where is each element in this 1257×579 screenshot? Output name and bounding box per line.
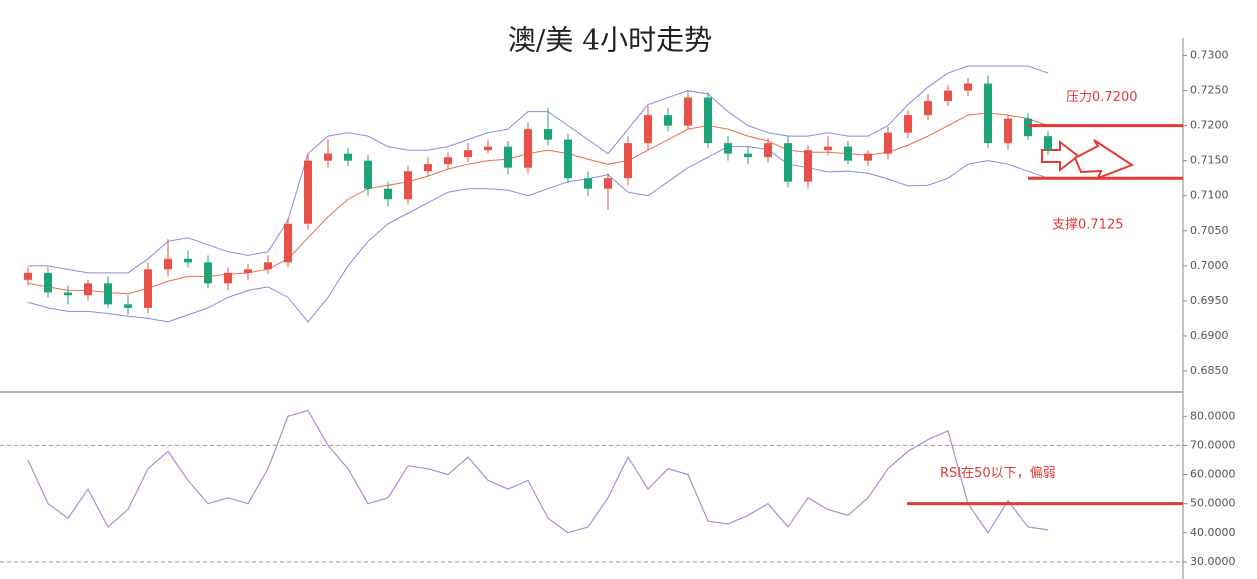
y-tick-label: 0.7000	[1190, 259, 1229, 272]
candle-body	[324, 153, 332, 161]
candle-body	[204, 262, 212, 284]
candle-body	[584, 178, 592, 189]
candle-body	[244, 269, 252, 273]
arrows	[1041, 139, 1135, 180]
candle-body	[944, 90, 952, 102]
lower-band	[27, 146, 1049, 323]
rsi-line	[27, 409, 1049, 534]
candle-body	[624, 143, 632, 179]
annotation: 压力0.7200	[1066, 90, 1138, 105]
candle-body	[544, 129, 552, 140]
candle-body	[444, 157, 452, 165]
candle-body	[924, 101, 932, 116]
candle-body	[744, 153, 752, 158]
candle-body	[304, 160, 312, 224]
y-tick-label: 0.7250	[1190, 84, 1229, 97]
candle-body	[424, 164, 432, 172]
y-tick-label: 30.0000	[1190, 555, 1236, 568]
candle-body	[804, 150, 812, 182]
candle-body	[884, 132, 892, 154]
candle-body	[784, 143, 792, 182]
y-tick-label: 0.7300	[1190, 49, 1229, 62]
candle-body	[164, 258, 172, 270]
candle-body	[864, 153, 872, 161]
y-tick-label: 0.6850	[1190, 364, 1229, 377]
candle-body	[964, 83, 972, 91]
y-tick-label: 0.7050	[1190, 224, 1229, 237]
arrow	[1041, 139, 1080, 173]
y-tick-label: 50.0000	[1190, 497, 1236, 510]
candle-body	[984, 83, 992, 144]
middle-band	[27, 112, 1049, 295]
candle-body	[104, 283, 112, 305]
annotation: RSI在50以下，偏弱	[940, 466, 1056, 481]
candle-body	[664, 115, 672, 126]
candle-body	[904, 115, 912, 133]
candle-body	[1024, 118, 1032, 137]
candle-body	[44, 272, 52, 293]
candle-body	[824, 146, 832, 151]
candle-body	[64, 292, 72, 296]
candle-body	[344, 153, 352, 161]
y-tick-label: 0.6950	[1190, 294, 1229, 307]
candle-body	[564, 139, 572, 179]
candle-body	[764, 143, 772, 158]
y-tick-label: 60.0000	[1190, 468, 1236, 481]
candle-body	[384, 188, 392, 200]
candle-body	[464, 150, 472, 158]
candle-body	[1044, 136, 1052, 151]
candle-body	[264, 262, 272, 270]
candle-body	[364, 160, 372, 189]
candle-body	[684, 97, 692, 126]
candle-body	[284, 223, 292, 263]
candle-body	[224, 272, 232, 284]
y-tick-label: 70.0000	[1190, 438, 1236, 451]
upper-band	[28, 65, 1049, 274]
candle-body	[604, 178, 612, 189]
candle-body	[24, 272, 32, 280]
candle-body	[724, 143, 732, 154]
candle-body	[84, 283, 92, 296]
candle-body	[404, 171, 412, 200]
candle-body	[484, 146, 492, 151]
candle-body	[644, 115, 652, 144]
candle-body	[1004, 118, 1012, 144]
candle-body	[844, 146, 852, 161]
candle-body	[144, 269, 152, 308]
candle-body	[704, 97, 712, 144]
chart-title: 澳/美 4小时走势	[508, 24, 712, 57]
arrow	[1073, 139, 1135, 180]
candle-body	[124, 304, 132, 308]
candle-body	[504, 146, 512, 168]
y-tick-label: 0.7200	[1190, 119, 1229, 132]
y-tick-label: 0.6900	[1190, 329, 1229, 342]
candle-body	[184, 258, 192, 263]
annotation: 支撑0.7125	[1052, 218, 1124, 233]
y-tick-label: 40.0000	[1190, 526, 1236, 539]
y-tick-label: 0.7150	[1190, 154, 1229, 167]
y-tick-label: 0.7100	[1190, 189, 1229, 202]
y-tick-label: 80.0000	[1190, 409, 1236, 422]
candle-body	[524, 129, 532, 168]
